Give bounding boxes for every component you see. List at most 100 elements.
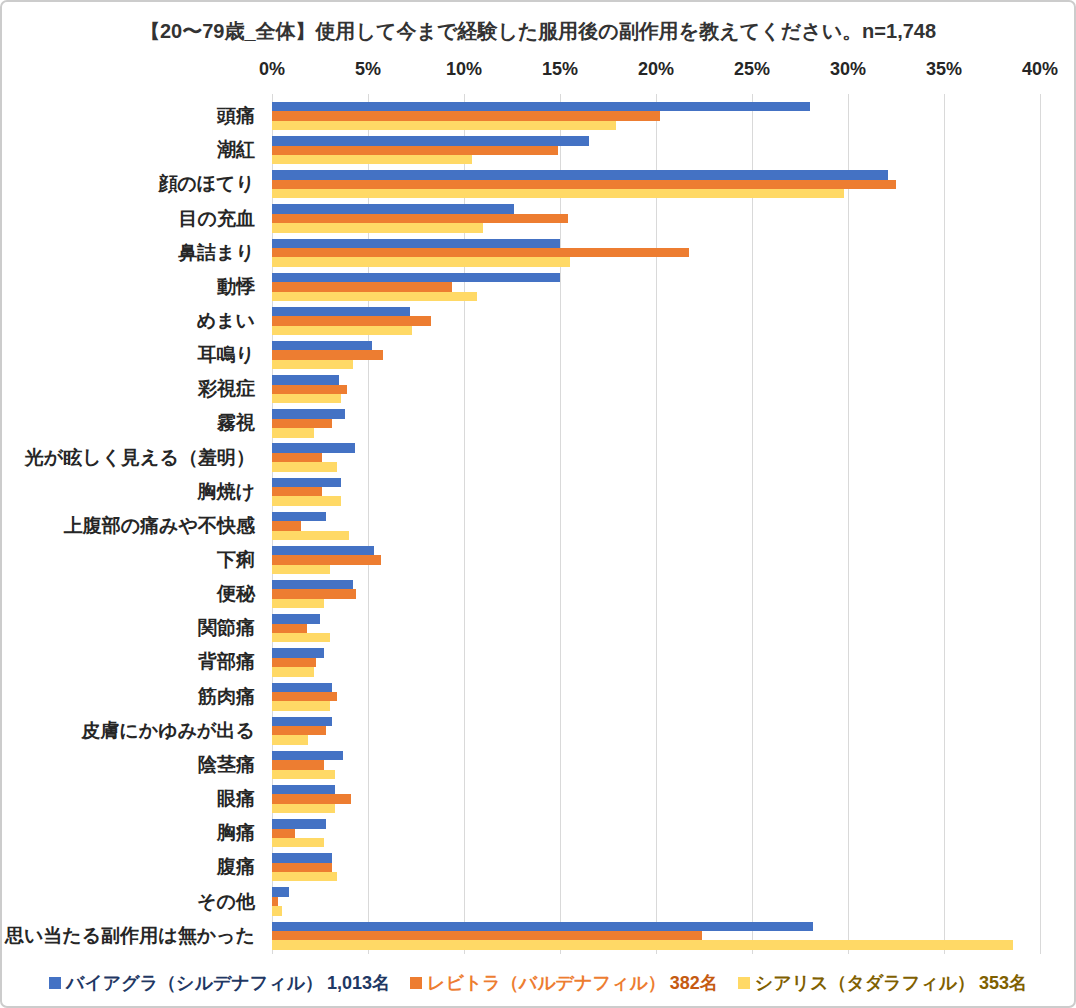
bar [272,667,314,676]
bar [272,531,349,540]
bar [272,180,896,189]
bar-group [272,645,324,679]
x-axis-tick: 40% [1022,59,1058,80]
bar [272,146,558,155]
bar [272,512,326,521]
bar [272,170,888,179]
bar [272,478,341,487]
bar [272,546,374,555]
legend-series-count: 1,013名 [327,971,390,995]
bar [272,853,332,862]
bar-group [272,577,356,611]
bar [272,375,339,384]
bar [272,906,282,915]
bar [272,887,289,896]
bar [272,897,278,906]
x-axis-tick: 15% [542,59,578,80]
bar-group [272,543,381,577]
bar [272,189,844,198]
bar [272,838,324,847]
bar [272,701,330,710]
category-label: 筋肉痛 [2,680,255,714]
bar [272,751,343,760]
x-axis-tick: 35% [926,59,962,80]
legend-swatch-icon [49,977,61,989]
category-label: 思い当たる副作用は無かった [2,919,255,953]
category-label: 霧視 [2,406,255,440]
bar [272,599,324,608]
category-label: 彩視症 [2,372,255,406]
bar-group [272,509,349,543]
bar [272,214,568,223]
bar [272,419,332,428]
legend-series-name: バイアグラ（シルデナフィル） [66,971,323,995]
bar [272,248,689,257]
bar-group [272,680,337,714]
bar [272,726,326,735]
bar [272,282,452,291]
category-label: 動悸 [2,270,255,304]
bar [272,155,472,164]
gridline [848,94,849,954]
bar [272,785,335,794]
bar [272,341,372,350]
bar-group [272,201,568,235]
legend-item: レビトラ（バルデナフィル）382名 [410,971,718,995]
bar [272,819,326,828]
category-label: 下痢 [2,543,255,577]
bar [272,589,356,598]
bar [272,223,483,232]
bar-group [272,133,589,167]
category-label: 鼻詰まり [2,236,255,270]
bar-group [272,338,383,372]
bar-group [272,611,330,645]
bar [272,121,616,130]
bar [272,922,813,931]
bar [272,692,337,701]
bar-group [272,270,560,304]
bar [272,735,308,744]
bar [272,487,322,496]
gridline [1040,94,1041,954]
bar [272,940,1013,949]
gridline [752,94,753,954]
bar-group [272,167,896,201]
bar [272,360,353,369]
category-label: 陰茎痛 [2,748,255,782]
bar [272,872,337,881]
bar [272,633,330,642]
bar [272,307,410,316]
category-label: 腹痛 [2,850,255,884]
bar-group [272,304,431,338]
bar-group [272,406,345,440]
category-label: 頭痛 [2,99,255,133]
bar [272,829,295,838]
bar [272,350,383,359]
bar-group [272,236,689,270]
bar [272,717,332,726]
bar [272,257,570,266]
bar-group [272,816,326,850]
gridline [656,94,657,954]
bar-group [272,748,343,782]
bar [272,462,337,471]
bar [272,111,660,120]
bar [272,521,301,530]
bar [272,794,351,803]
bar [272,565,330,574]
bar [272,496,341,505]
bar [272,316,431,325]
bar-group [272,99,810,133]
chart-title: 【20〜79歳_全体】使用して今まで経験した服用後の副作用を教えてください。n=… [2,18,1074,45]
legend-series-count: 382名 [670,971,718,995]
legend-series-name: レビトラ（バルデナフィル） [427,971,666,995]
bar [272,658,316,667]
bar [272,292,477,301]
category-label: 眼痛 [2,782,255,816]
bar [272,760,324,769]
bar [272,804,335,813]
bar-group [272,714,332,748]
bar [272,273,560,282]
bar [272,239,560,248]
bar [272,580,353,589]
